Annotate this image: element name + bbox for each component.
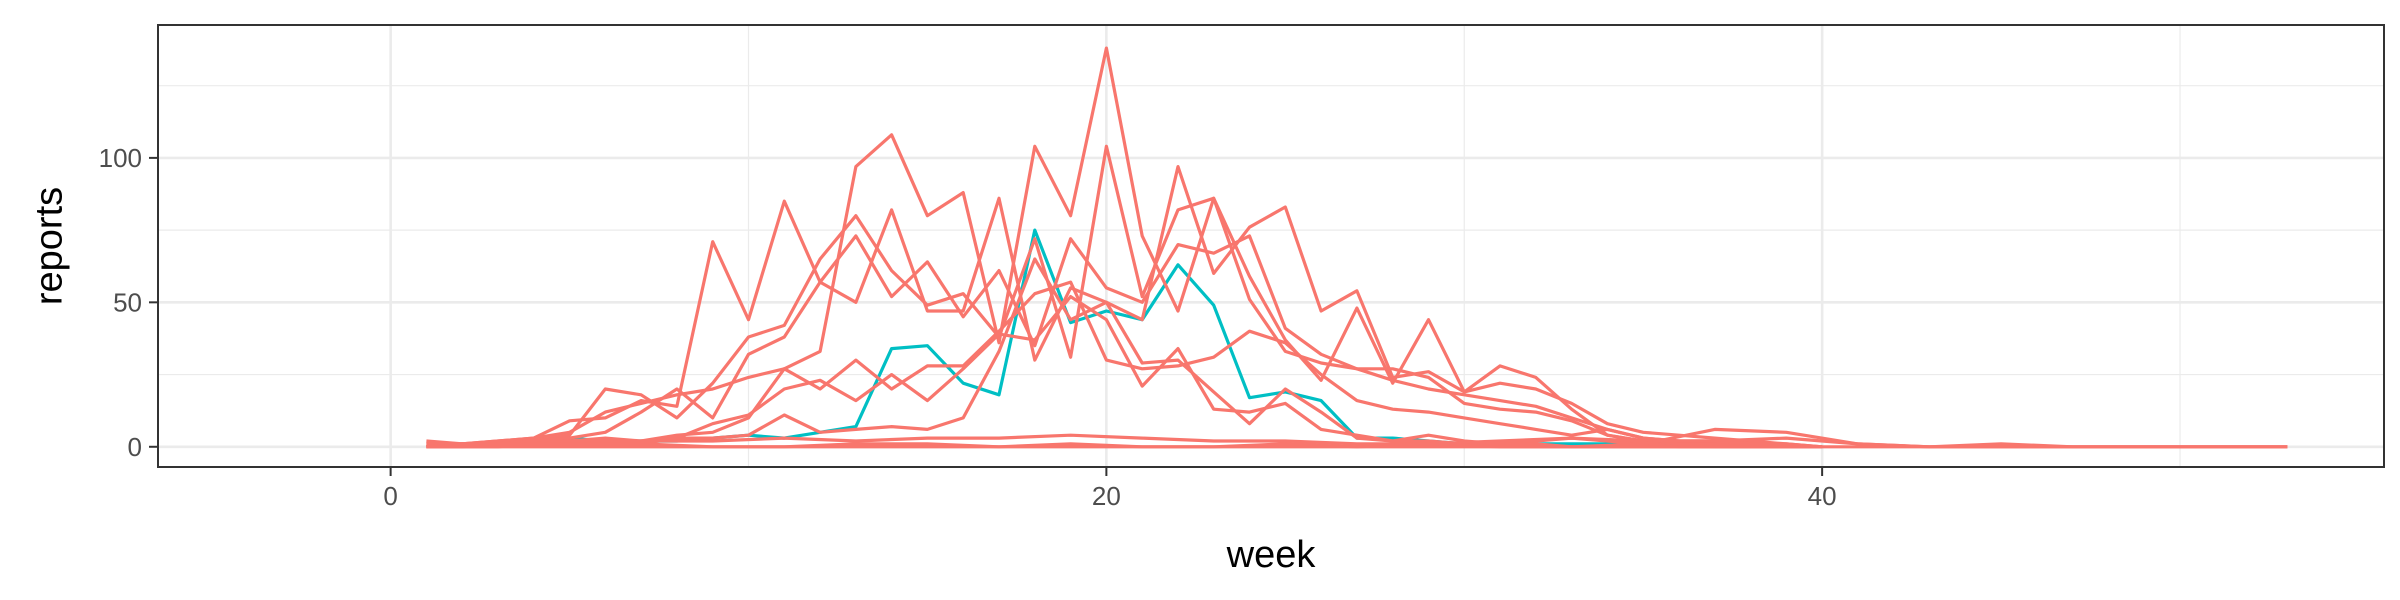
series-lines xyxy=(426,46,2288,449)
series-line-9 xyxy=(426,433,2288,449)
y-tick-label: 50 xyxy=(113,287,142,317)
y-tick-label: 0 xyxy=(128,432,142,462)
panel-border xyxy=(157,24,2385,468)
series-line-4 xyxy=(426,144,1823,449)
y-tick-label: 100 xyxy=(99,143,142,173)
y-axis-title: reports xyxy=(28,187,70,305)
series-line-5 xyxy=(426,234,1823,449)
x-axis-title: week xyxy=(1226,534,1317,576)
x-tick-label: 0 xyxy=(383,481,397,511)
x-axis-ticks: 0 20 40 xyxy=(383,467,1837,511)
x-tick-label: 20 xyxy=(1092,481,1121,511)
minor-gridlines xyxy=(158,25,2384,467)
y-axis-ticks: 0 50 100 xyxy=(99,143,158,462)
series-line-2 xyxy=(426,165,1823,449)
x-tick-label: 40 xyxy=(1808,481,1837,511)
